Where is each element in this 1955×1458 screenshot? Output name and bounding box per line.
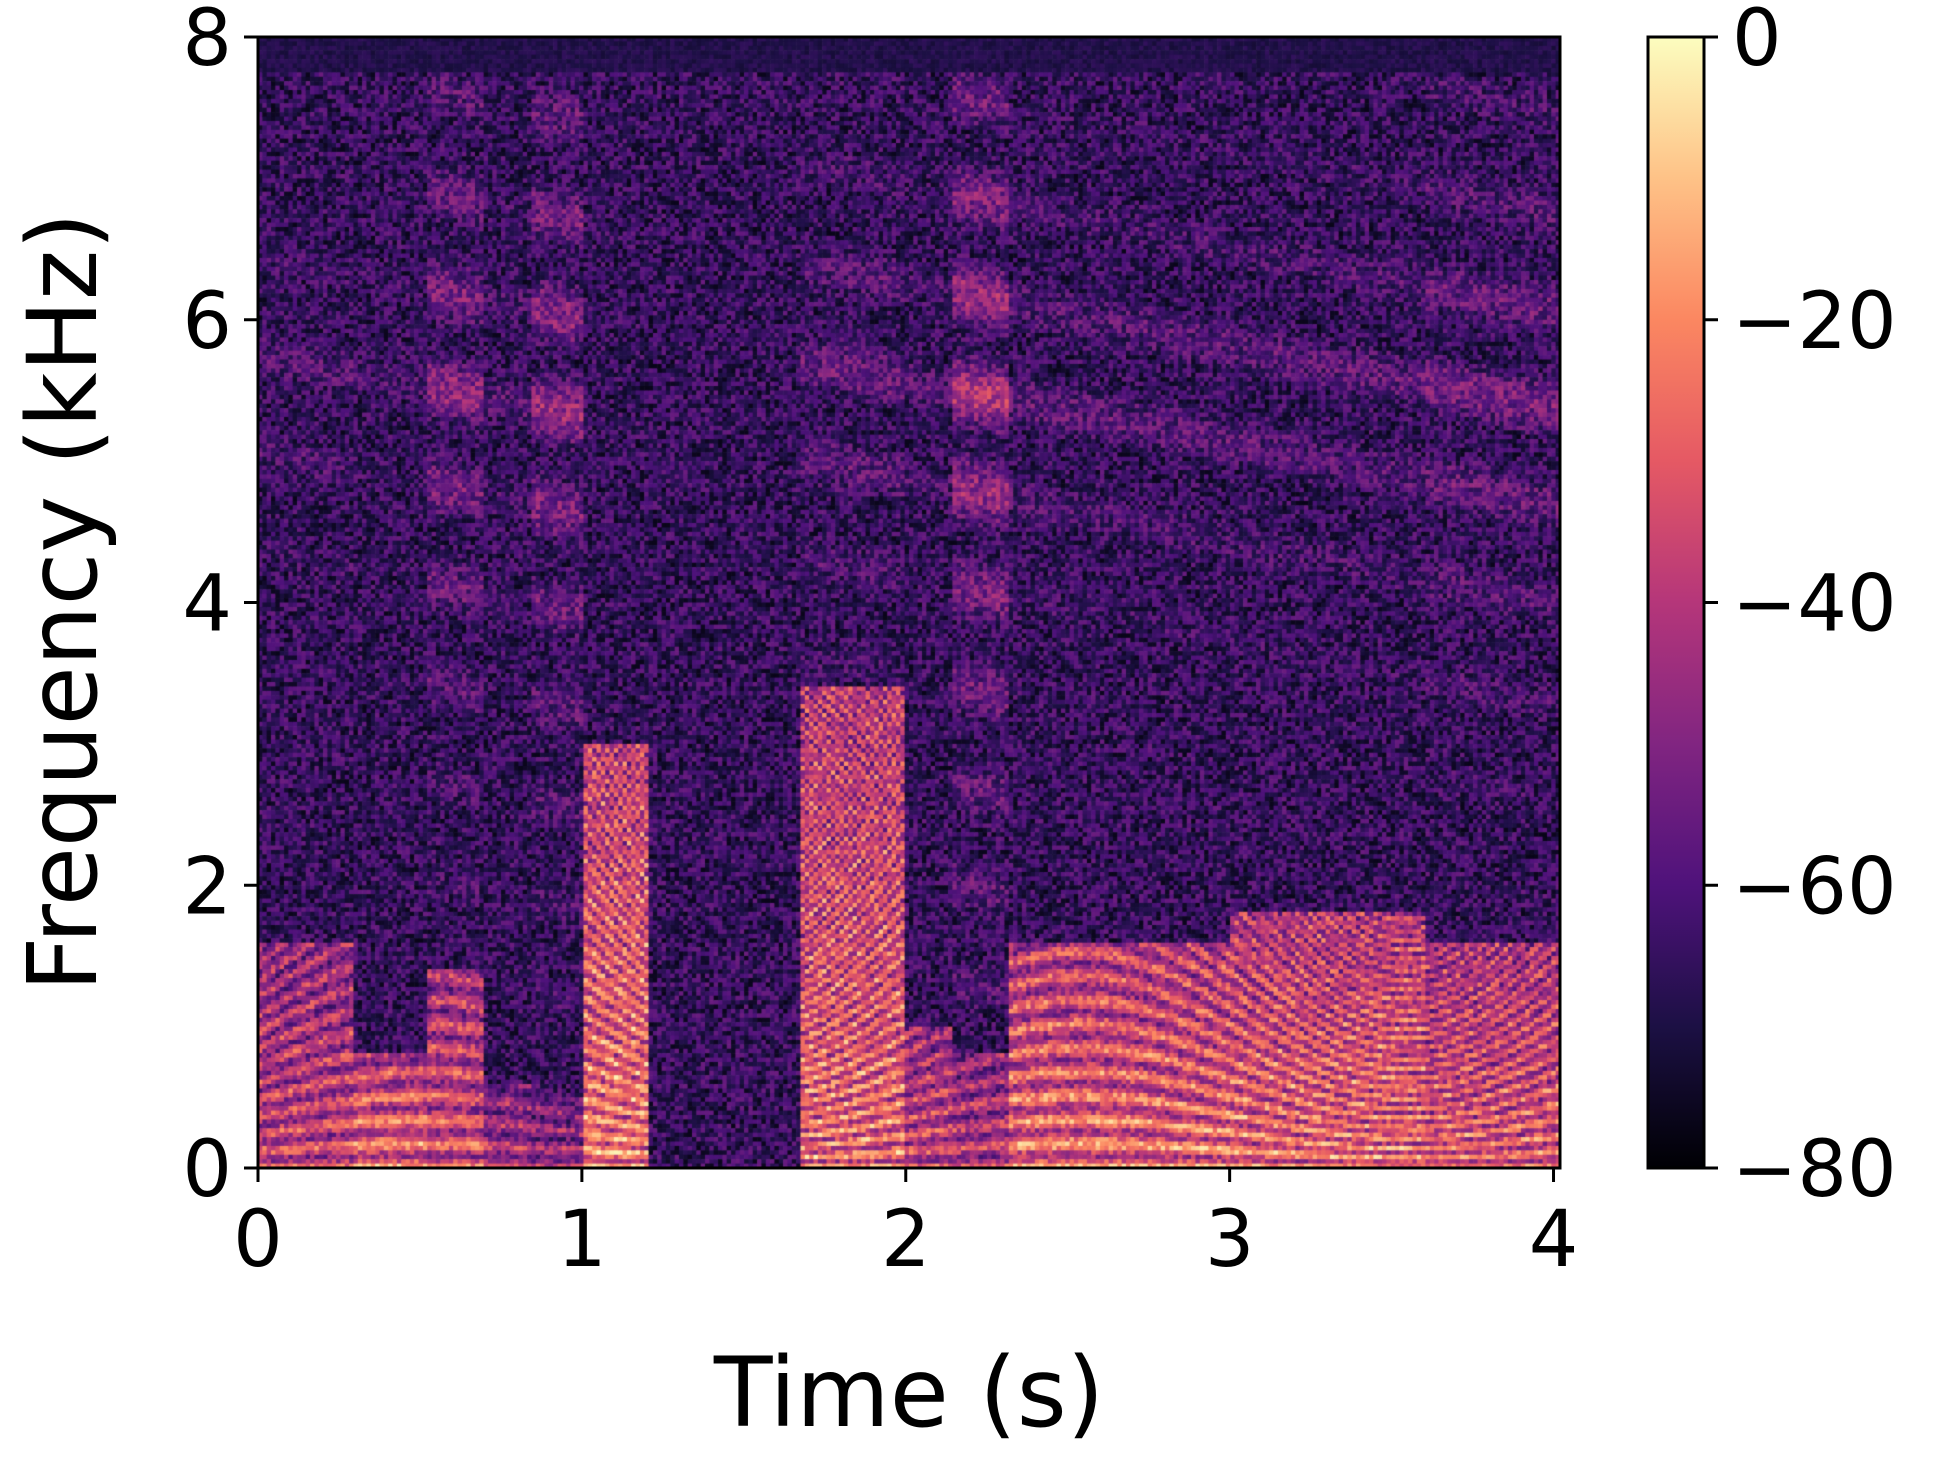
x-tick-label: 3 (1205, 1195, 1255, 1285)
x-axis-label: Time (s) (713, 1337, 1104, 1449)
plot-area (258, 37, 1560, 1168)
colorbar-tick-label: 0 (1732, 0, 1782, 84)
y-tick-label: 8 (182, 0, 232, 84)
colorbar-ticks: 0 −20 −40 −60 −80 (1704, 0, 1897, 1215)
x-axis-ticks: 0 1 2 3 4 (233, 1168, 1578, 1285)
y-tick-label: 0 (182, 1125, 232, 1215)
y-tick-label: 6 (182, 277, 232, 367)
y-axis-ticks: 0 2 4 6 8 (182, 0, 258, 1215)
colorbar-tick-label: −60 (1732, 842, 1897, 932)
colorbar: 0 −20 −40 −60 −80 (1646, 0, 1897, 1215)
spectrogram-heatmap (258, 37, 1560, 1168)
x-tick-label: 0 (233, 1195, 283, 1285)
y-axis-label: Frequency (kHz) (7, 212, 119, 992)
y-tick-label: 2 (182, 842, 232, 932)
x-tick-label: 4 (1529, 1195, 1579, 1285)
colorbar-tick-label: −40 (1732, 560, 1897, 650)
x-tick-label: 2 (881, 1195, 931, 1285)
colorbar-tick-label: −80 (1732, 1125, 1897, 1215)
x-tick-label: 1 (557, 1195, 607, 1285)
y-tick-label: 4 (182, 560, 232, 650)
colorbar-gradient (1646, 35, 1706, 1170)
colorbar-tick-label: −20 (1732, 277, 1897, 367)
